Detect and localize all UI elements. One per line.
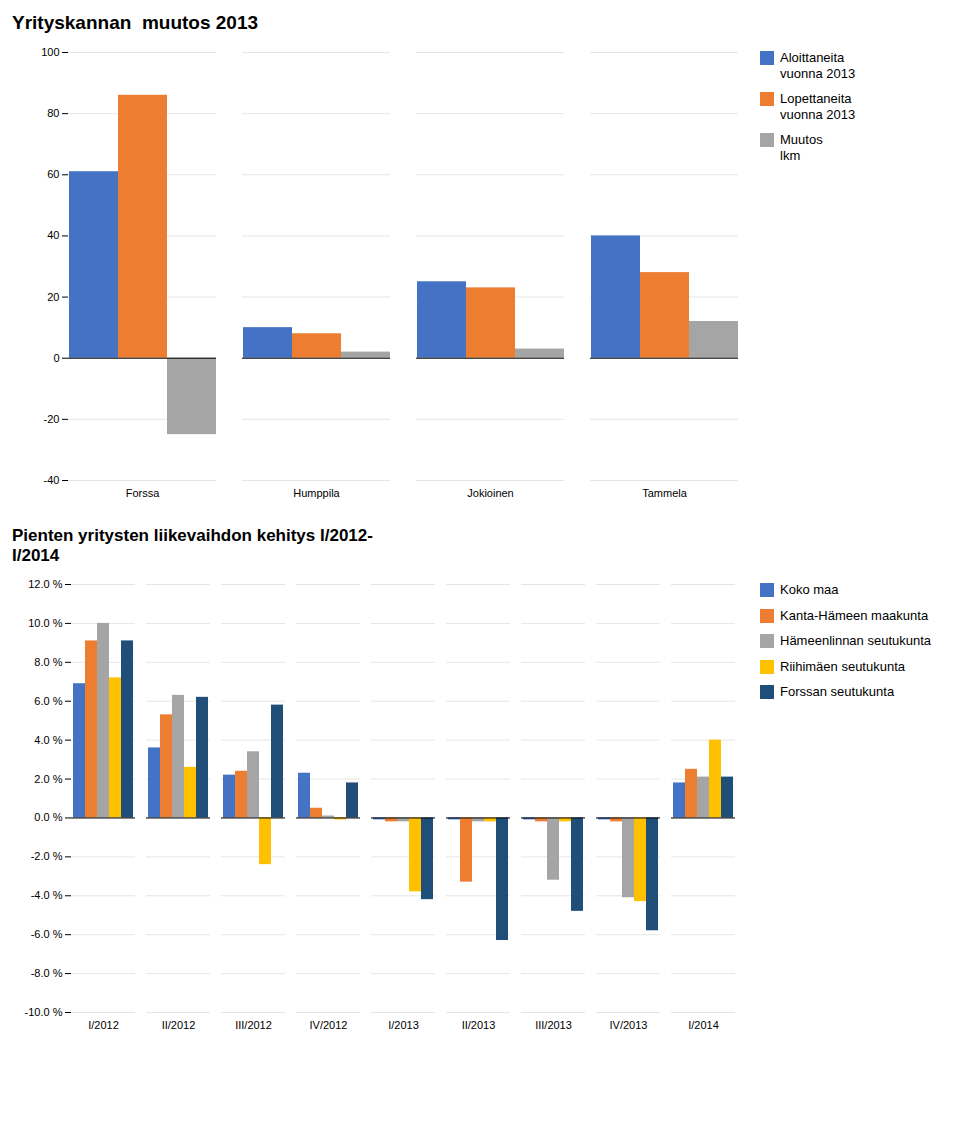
- svg-text:40: 40: [47, 229, 59, 241]
- svg-text:I/2013: I/2013: [388, 1019, 419, 1031]
- html-text:Pienten yritysten liikevaihdon: Pienten yritysten liikevaihdon kehitys I…: [12, 526, 373, 565]
- svg-text:-2.0 %: -2.0 %: [31, 850, 63, 862]
- svg-text:Humppila: Humppila: [293, 487, 340, 499]
- svg-text:Forssa: Forssa: [126, 487, 161, 499]
- html-text:Muutos lkm: Muutos lkm: [780, 132, 823, 163]
- html-text:Forssan seutukunta: Forssan seutukunta: [780, 684, 895, 700]
- svg-text:80: 80: [47, 107, 59, 119]
- svg-text:100: 100: [41, 46, 59, 58]
- svg-text:IV/2013: IV/2013: [610, 1019, 648, 1031]
- svg-text:8.0 %: 8.0 %: [34, 656, 62, 668]
- svg-text:6.0 %: 6.0 %: [34, 695, 62, 707]
- svg-text:II/2013: II/2013: [462, 1019, 496, 1031]
- svg-text:4.0 %: 4.0 %: [34, 734, 62, 746]
- svg-text:-40: -40: [44, 474, 60, 486]
- svg-text:Jokioinen: Jokioinen: [467, 487, 513, 499]
- svg-text:20: 20: [47, 291, 59, 303]
- svg-text:12.0 %: 12.0 %: [28, 578, 62, 590]
- html-text:Yrityskannan muutos 2013: Yrityskannan muutos 2013: [12, 12, 258, 33]
- svg-text:II/2012: II/2012: [162, 1019, 196, 1031]
- svg-text:III/2012: III/2012: [235, 1019, 272, 1031]
- html-text:Koko maa: Koko maa: [780, 582, 839, 597]
- svg-text:I/2012: I/2012: [88, 1019, 119, 1031]
- svg-text:2.0 %: 2.0 %: [34, 773, 62, 785]
- svg-text:-8.0 %: -8.0 %: [31, 967, 63, 979]
- svg-text:60: 60: [47, 168, 59, 180]
- svg-text:10.0 %: 10.0 %: [28, 617, 62, 629]
- html-text:Riihimäen seutukunta: Riihimäen seutukunta: [780, 658, 905, 674]
- svg-text:-4.0 %: -4.0 %: [31, 889, 63, 901]
- html-text:Hämeenlinnan seutukunta: Hämeenlinnan seutukunta: [780, 633, 932, 649]
- svg-text:IV/2012: IV/2012: [310, 1019, 348, 1031]
- html-text:Kanta-Hämeen maakunta: Kanta-Hämeen maakunta: [780, 607, 929, 623]
- svg-text:-20: -20: [44, 413, 60, 425]
- html-text:Lopettaneita vuonna 2013: Lopettaneita vuonna 2013: [780, 91, 856, 122]
- svg-text:-6.0 %: -6.0 %: [31, 928, 63, 940]
- html-text:Aloittaneita vuonna 2013: Aloittaneita vuonna 2013: [780, 50, 856, 81]
- svg-text:I/2014: I/2014: [688, 1019, 719, 1031]
- svg-text:0: 0: [53, 352, 59, 364]
- svg-text:0.0 %: 0.0 %: [34, 811, 62, 823]
- svg-text:III/2013: III/2013: [535, 1019, 572, 1031]
- svg-text:-10.0 %: -10.0 %: [25, 1006, 63, 1018]
- svg-text:Tammela: Tammela: [642, 487, 688, 499]
